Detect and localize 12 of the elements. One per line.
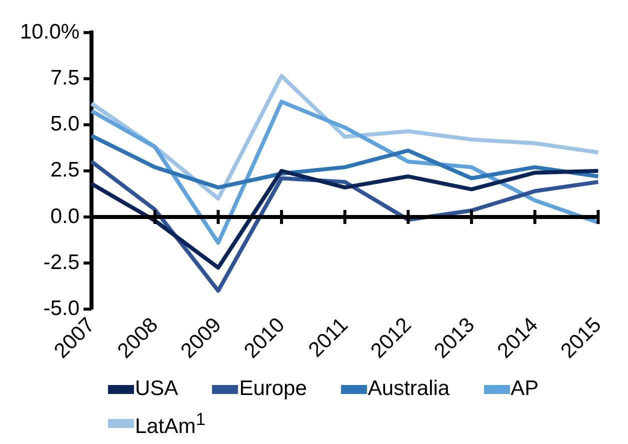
legend-label: USA [135,376,178,402]
y-tick-label: -5.0 [43,296,80,320]
y-tick-label: 2.5 [50,158,80,182]
legend-label: Europe [239,376,307,402]
y-tick-label: 10.0% [20,20,80,44]
y-tick-label: 7.5 [50,66,80,90]
legend-label: AP [510,376,539,402]
legend-label: LatAm$^{1}$ [135,408,206,440]
legend-label: Australia [368,376,450,402]
y-tick-label: 0.0 [50,204,80,228]
y-tick-label: -2.5 [43,250,80,274]
y-tick-label: 5.0 [50,112,80,136]
